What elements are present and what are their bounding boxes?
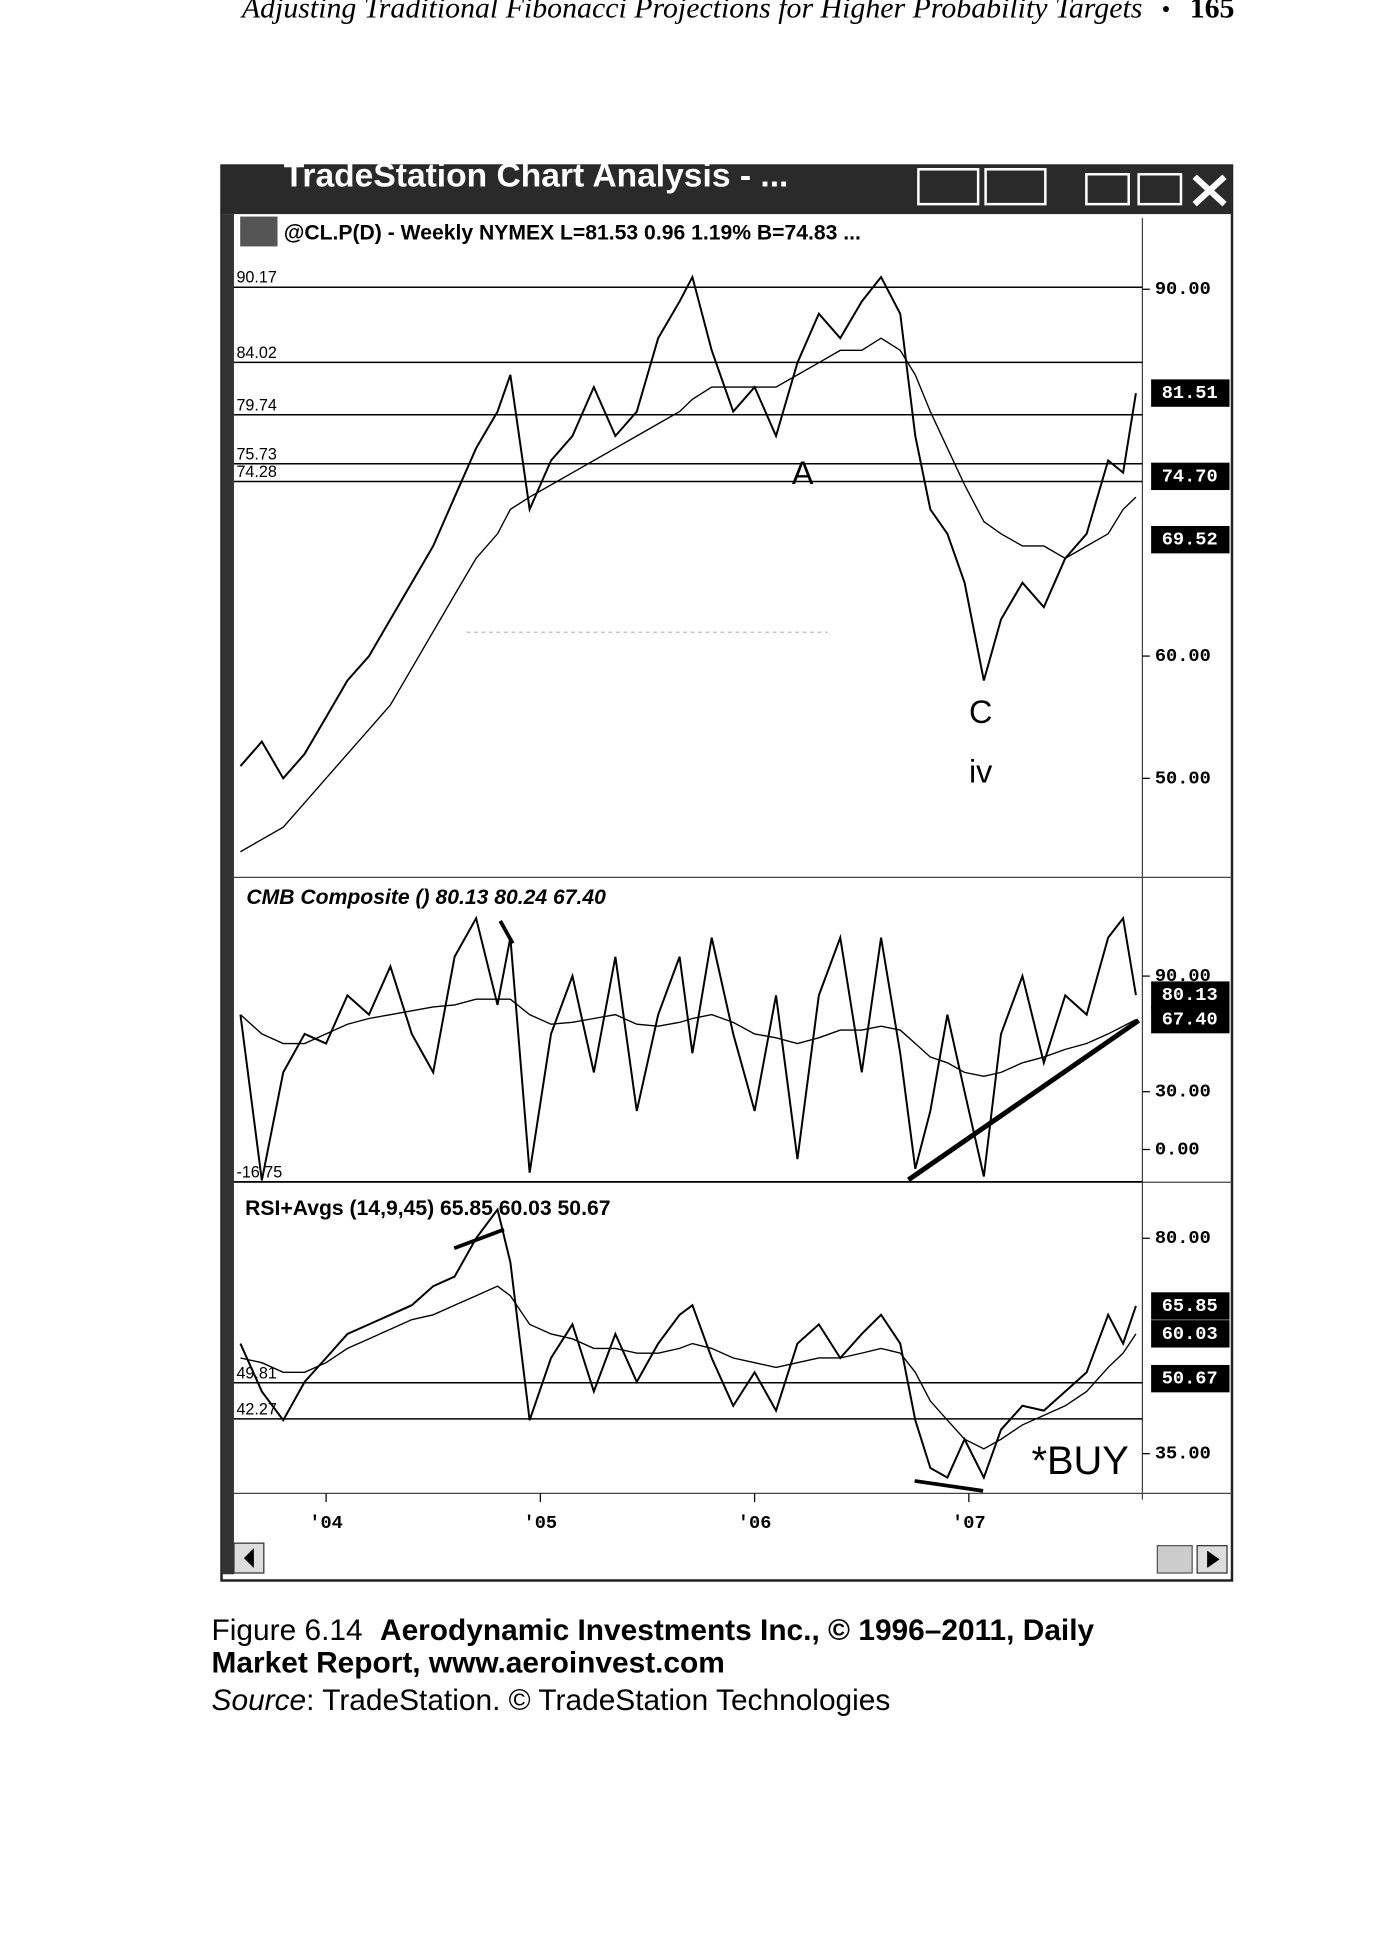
arrow-icon (1207, 1550, 1220, 1569)
y-tick-label: 35.00 (1155, 1443, 1211, 1465)
level-label: -16.75 (236, 1163, 282, 1181)
y-tick-label: 0.00 (1155, 1138, 1200, 1160)
y-tick-label: 30.00 (1155, 1081, 1211, 1103)
average-line (240, 1285, 1137, 1450)
price-label: 69.52 (1162, 529, 1218, 551)
y-tick-label: 80.00 (1155, 1227, 1211, 1249)
price-label: 65.85 (1162, 1295, 1218, 1317)
divergence-line (453, 1227, 505, 1250)
x-tick-label: '07 (952, 1512, 986, 1534)
data-line (239, 274, 1137, 781)
price-label-box (1151, 1005, 1230, 1034)
figure-caption: Figure 6.14 Aerodynamic Investments Inc.,… (212, 1614, 1095, 1647)
menu-button[interactable] (917, 168, 980, 206)
y-tick-label: 50.00 (1155, 767, 1211, 789)
price-label-box (1151, 1292, 1230, 1320)
level-label: 90.17 (236, 269, 276, 287)
annotation: A (792, 455, 814, 491)
source-text: : TradeStation. © TradeStation Technolog… (306, 1684, 890, 1717)
panel-title: CMB Composite () 80.13 80.24 67.40 (246, 886, 606, 909)
level-label: 75.73 (236, 445, 276, 463)
x-tick-label: '04 (309, 1512, 343, 1534)
average-line (240, 337, 1137, 853)
price-label: 80.13 (1162, 984, 1218, 1006)
level-label: 42.27 (236, 1400, 276, 1418)
arrow-icon (243, 1548, 254, 1569)
y-tick-label: 90.00 (1155, 278, 1211, 300)
annotation: iv (969, 754, 993, 790)
caption-title: Aerodynamic Investments Inc., © 1996–201… (380, 1614, 1094, 1647)
page-number: 165 (1190, 0, 1235, 24)
annotation: C (969, 694, 992, 730)
minimize-button[interactable] (1085, 173, 1130, 206)
price-label-box (1151, 379, 1230, 407)
window (220, 164, 1234, 1582)
price-label-box (1151, 462, 1230, 491)
scroll-thumb[interactable] (1156, 1545, 1193, 1574)
price-label-box (1151, 1364, 1230, 1393)
figure-number: Figure 6.14 (212, 1614, 363, 1647)
menu-button[interactable] (984, 168, 1047, 206)
price-label: 50.67 (1162, 1368, 1218, 1390)
data-line (239, 915, 1137, 1181)
price-label-box (1151, 525, 1230, 554)
maximize-button[interactable] (1137, 173, 1183, 206)
price-label-box (1151, 981, 1230, 1009)
window-border (221, 214, 234, 1575)
panel-title: RSI+Avgs (14,9,45) 65.85 60.03 50.67 (245, 1197, 610, 1220)
price-label: 60.03 (1162, 1323, 1218, 1345)
price-label: 81.51 (1162, 382, 1218, 404)
panel-title: @CL.P(D) - Weekly NYMEX L=81.53 0.96 1.1… (284, 222, 861, 245)
trend-line (907, 1018, 1141, 1182)
level-label: 84.02 (236, 344, 276, 362)
price-label: 67.40 (1162, 1009, 1218, 1031)
level-label: 79.74 (236, 396, 276, 414)
data-line (239, 1207, 1137, 1481)
caption-title: Market Report, www.aeroinvest.com (212, 1647, 725, 1680)
divergence-line (914, 1479, 984, 1493)
average-line (239, 998, 1137, 1077)
level-label: 74.28 (236, 463, 276, 481)
title-bar (221, 165, 1232, 215)
price-label-box (1151, 1320, 1230, 1348)
source-label: Source (212, 1684, 307, 1717)
annotation: *BUY (1031, 1439, 1128, 1483)
close-button[interactable] (1192, 174, 1227, 207)
x-tick-label: '05 (524, 1512, 558, 1534)
caption-source: Source: TradeStation. © TradeStation Tec… (212, 1684, 891, 1717)
x-tick-label: '06 (738, 1512, 772, 1534)
level-label: 49.81 (236, 1364, 276, 1382)
window-title: TradeStation Chart Analysis - ... (284, 158, 789, 195)
y-tick-label: 60.00 (1155, 645, 1211, 667)
price-label: 74.70 (1162, 465, 1218, 487)
running-head: Adjusting Traditional Fibonacci Projecti… (240, 0, 1143, 24)
symbol-icon (240, 216, 278, 247)
separator: • (1162, 0, 1171, 23)
